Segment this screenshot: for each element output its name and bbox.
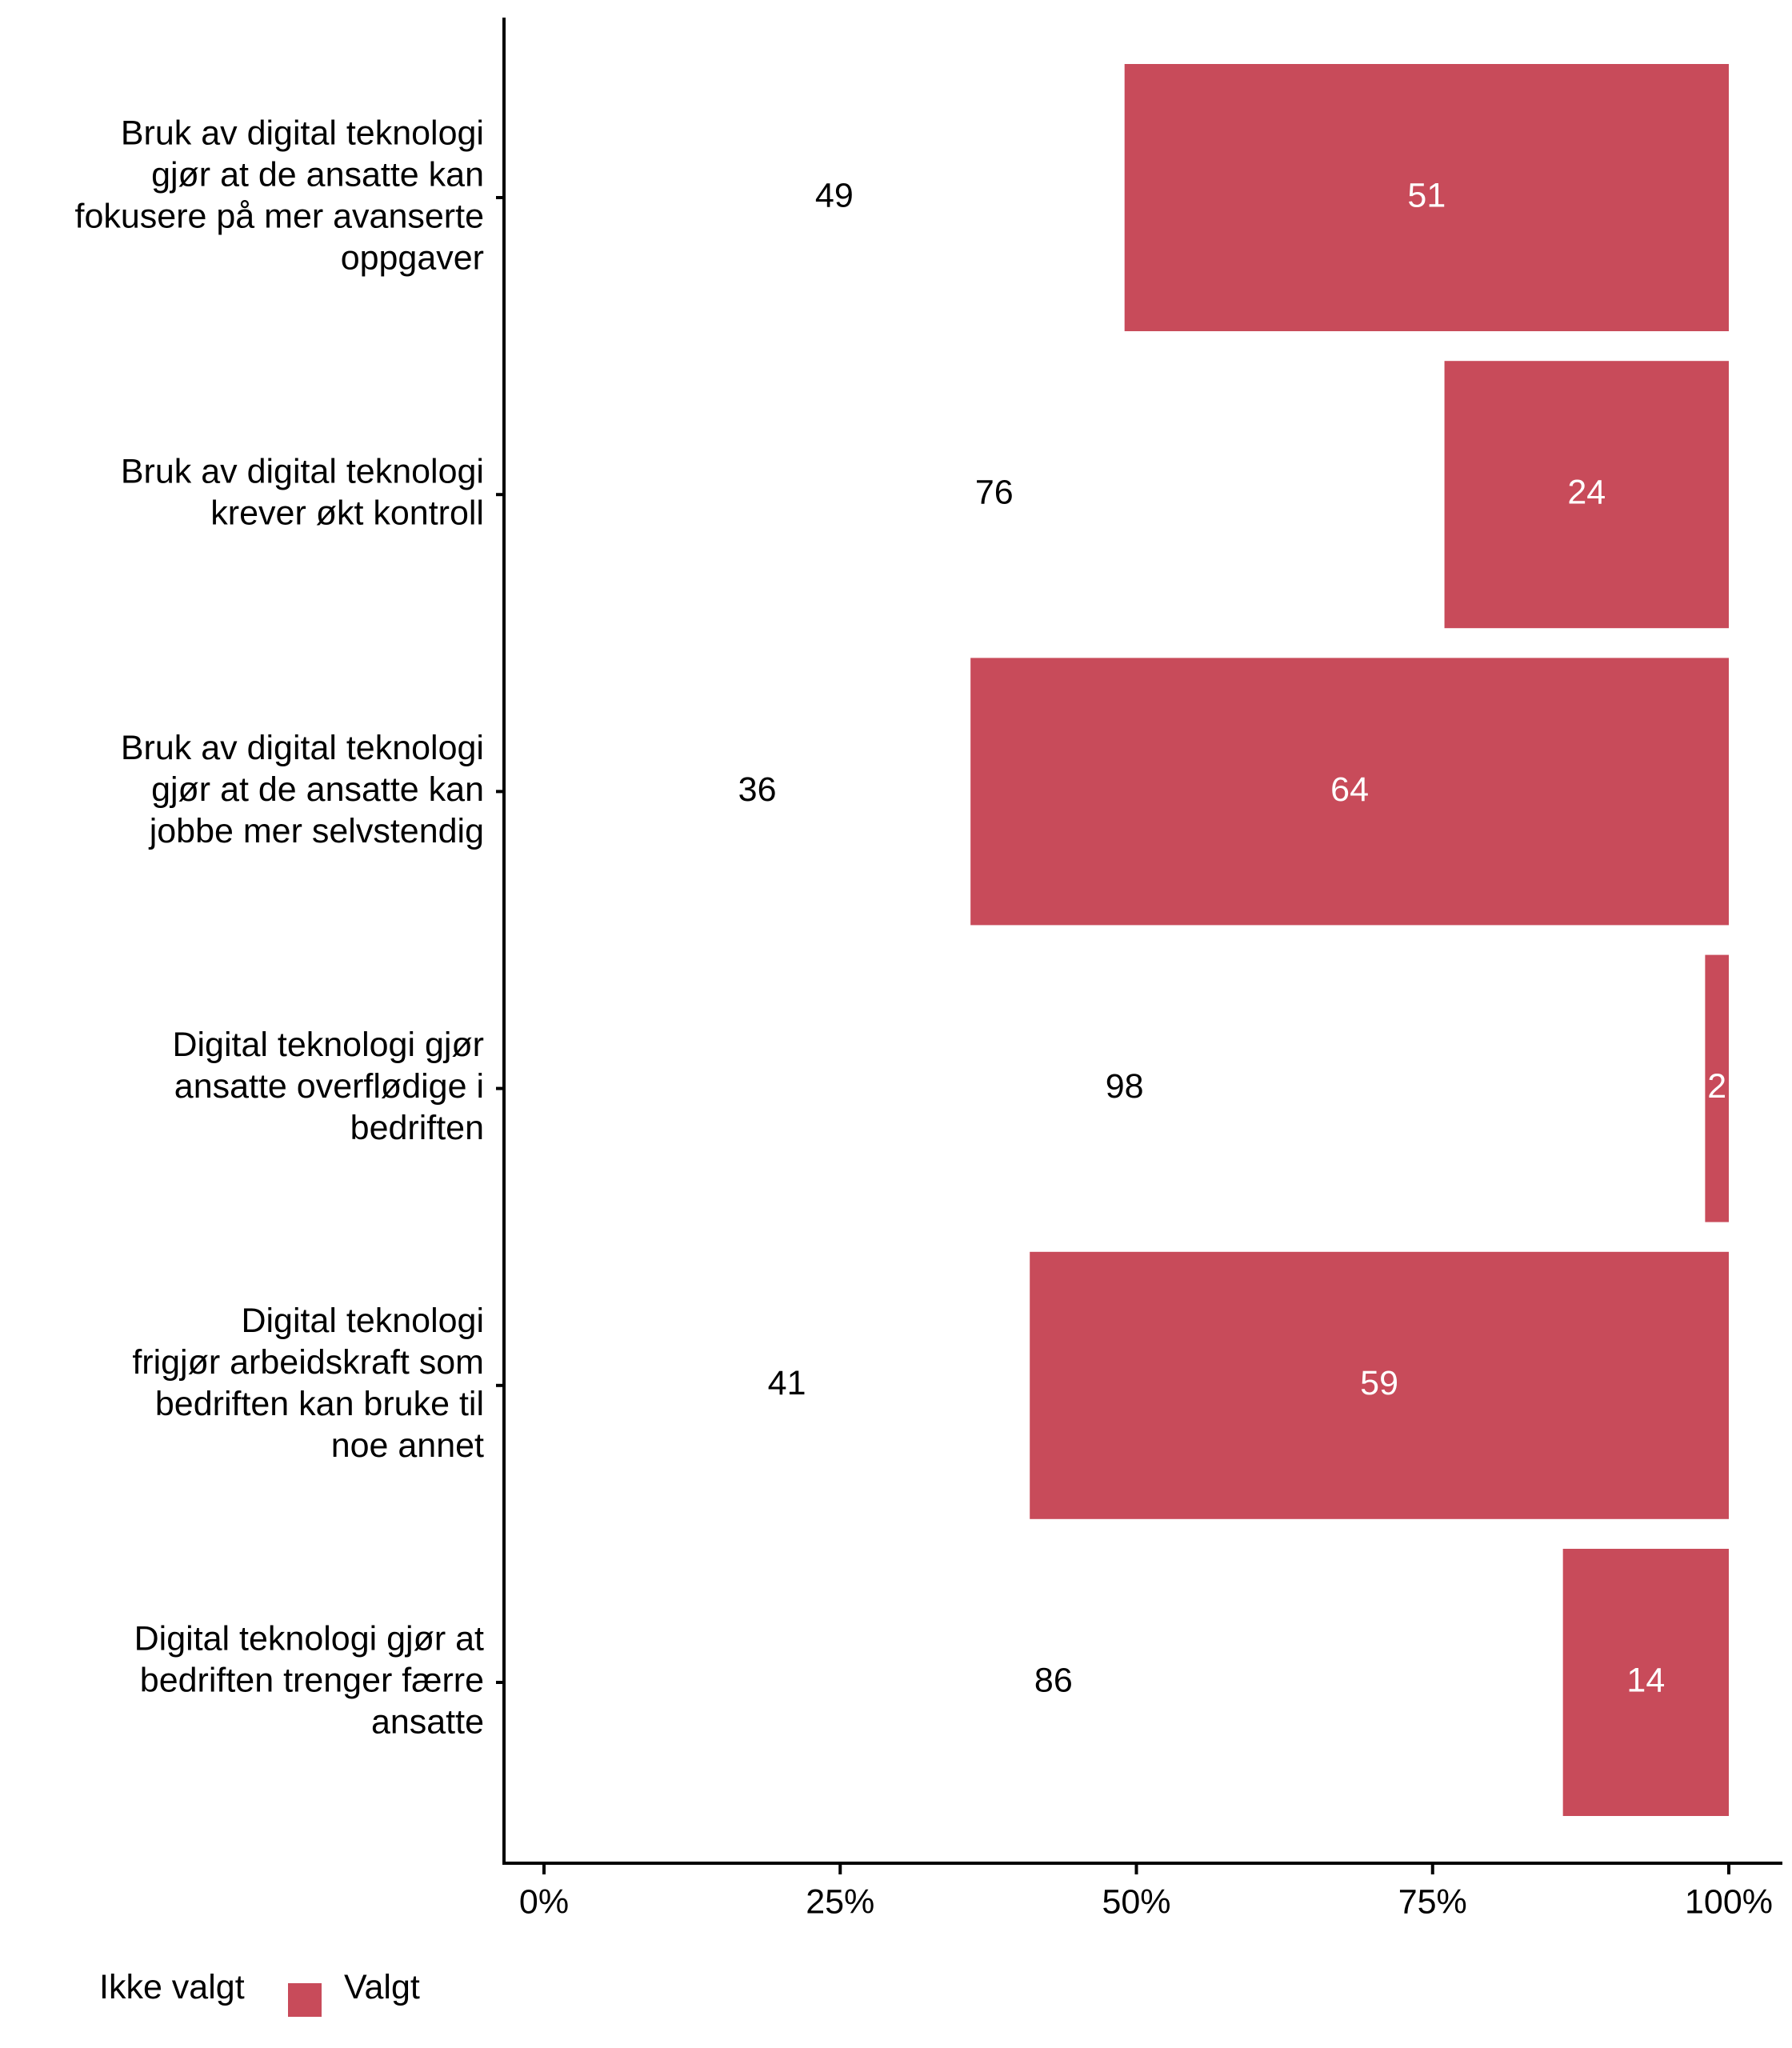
value-label-ikke-valgt-3: 36 — [738, 770, 777, 809]
category-label-2: Bruk av digital teknologi krever økt kont… — [121, 453, 484, 533]
category-label-1: Bruk av digital teknologi gjør at de ansa… — [75, 114, 485, 277]
value-label-valgt-4: 2 — [1707, 1067, 1726, 1106]
bar-valgt-3 — [970, 658, 1729, 926]
value-label-valgt-1: 51 — [1407, 176, 1446, 214]
category-label-line: noe annet — [331, 1426, 484, 1465]
category-label-line: bedriften trenger færre — [140, 1661, 484, 1699]
category-label-line: jobbe mer selvstendig — [148, 812, 484, 850]
legend-key-valgt — [288, 1983, 322, 2017]
category-label-line: Bruk av digital teknologi — [121, 453, 484, 491]
category-label-line: gjør at de ansatte kan — [151, 770, 484, 809]
bar-valgt-2 — [1444, 361, 1729, 629]
category-label-line: ansatte overflødige i — [174, 1067, 484, 1106]
x-tick-label-0: 0% — [519, 1882, 569, 1921]
category-labels-layer: Bruk av digital teknologi gjør at de ansa… — [75, 114, 485, 1741]
x-ticks-layer: 0% 25% 50% 75% 100% — [519, 1865, 1773, 1921]
legend-label-ikke-valgt: Ikke valgt — [99, 1968, 245, 2006]
category-label-5: Digital teknologi frigjør arbeidskraft so… — [132, 1302, 484, 1465]
value-label-ikke-valgt-6: 86 — [1034, 1661, 1073, 1699]
value-label-valgt-2: 24 — [1567, 474, 1606, 512]
x-tick-label-75: 75% — [1398, 1882, 1467, 1921]
category-label-line: bedriften — [350, 1109, 484, 1147]
category-label-line: fokusere på mer avanserte — [75, 197, 485, 235]
bars-layer — [544, 64, 1729, 1816]
value-label-ikke-valgt-4: 98 — [1106, 1067, 1144, 1106]
category-label-line: ansatte — [371, 1702, 484, 1741]
value-label-ikke-valgt-1: 49 — [815, 176, 854, 214]
category-label-line: Bruk av digital teknologi — [121, 729, 484, 767]
value-label-valgt-3: 64 — [1330, 770, 1369, 809]
bar-valgt-1 — [1124, 64, 1729, 331]
category-label-line: gjør at de ansatte kan — [151, 155, 484, 194]
value-label-ikke-valgt-2: 76 — [975, 474, 1014, 512]
category-label-line: Digital teknologi gjør at — [134, 1619, 484, 1658]
bar-ikke-valgt-6 — [544, 1549, 1563, 1816]
category-label-line: bedriften kan bruke til — [155, 1385, 484, 1423]
bar-valgt-5 — [1030, 1251, 1729, 1519]
bar-valgt-4 — [1705, 954, 1729, 1222]
x-tick-label-50: 50% — [1102, 1882, 1170, 1921]
category-label-line: oppgaver — [341, 238, 484, 277]
value-label-valgt-6: 14 — [1626, 1661, 1665, 1699]
category-label-3: Bruk av digital teknologi gjør at de ansa… — [121, 729, 484, 850]
category-label-line: Digital teknologi gjør — [172, 1026, 484, 1064]
bar-ikke-valgt-5 — [544, 1251, 1030, 1519]
category-label-4: Digital teknologi gjør ansatte overflødig… — [172, 1026, 484, 1147]
category-label-line: frigjør arbeidskraft som — [132, 1343, 484, 1382]
bar-valgt-6 — [1562, 1549, 1729, 1816]
bar-ikke-valgt-1 — [544, 64, 1125, 331]
bar-ikke-valgt-2 — [544, 361, 1445, 629]
bar-ikke-valgt-3 — [544, 658, 971, 926]
x-tick-label-25: 25% — [806, 1882, 874, 1921]
value-label-ikke-valgt-5: 41 — [768, 1364, 806, 1402]
x-tick-label-100: 100% — [1685, 1882, 1773, 1921]
y-ticks-layer — [496, 196, 504, 1684]
category-label-line: Digital teknologi — [241, 1302, 484, 1340]
bar-ikke-valgt-4 — [544, 954, 1706, 1222]
legend-label-valgt: Valgt — [344, 1968, 420, 2006]
category-label-line: Bruk av digital teknologi — [121, 114, 484, 152]
category-label-line: krever økt kontroll — [210, 494, 484, 533]
legend: Ikke valgt Valgt — [99, 1968, 420, 2017]
value-labels-layer: 49 51 76 24 36 64 98 2 41 59 86 14 — [738, 176, 1726, 1699]
category-label-6: Digital teknologi gjør at bedriften treng… — [134, 1619, 484, 1741]
value-label-valgt-5: 59 — [1360, 1364, 1398, 1402]
